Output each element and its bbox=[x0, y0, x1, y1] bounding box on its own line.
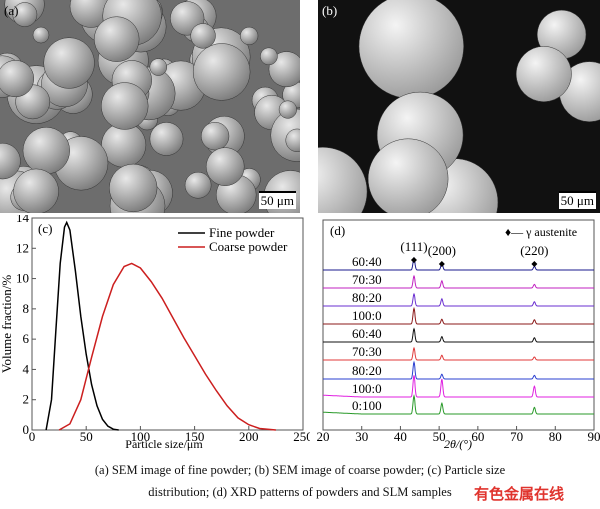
sem-image-fine-powder: (a) 50 μm bbox=[0, 0, 300, 213]
particle bbox=[109, 163, 158, 213]
scale-bar-b: 50 μm bbox=[558, 191, 596, 209]
particle bbox=[318, 147, 368, 213]
particle bbox=[93, 16, 140, 62]
particle bbox=[515, 46, 572, 102]
series-fine-powder bbox=[45, 220, 119, 431]
legend-austenite: ♦— γ austenite bbox=[505, 225, 577, 239]
xrd-chart: 20 30 40 50 60 70 80 90 60:40 70:30 80:20 100:0 60:… bbox=[317, 219, 600, 451]
series-label: 100:0 bbox=[352, 308, 382, 323]
y-tick-label: 6 bbox=[23, 331, 30, 346]
particle bbox=[205, 147, 245, 186]
x-axis-label: 2θ/(°) bbox=[444, 437, 472, 451]
x-tick-label: 0 bbox=[29, 429, 36, 444]
series-label: 70:30 bbox=[352, 272, 382, 287]
x-tick-label: 100 bbox=[131, 429, 151, 444]
particle bbox=[22, 127, 70, 175]
particle bbox=[13, 168, 59, 213]
xrd-series bbox=[323, 346, 594, 361]
xrd-series bbox=[323, 360, 594, 380]
watermark: 有色金属在线 bbox=[473, 485, 564, 503]
austenite-marker bbox=[410, 257, 417, 263]
peak-label: (220) bbox=[520, 243, 548, 258]
x-tick-label: 90 bbox=[588, 429, 600, 444]
legend-fine: Fine powder bbox=[209, 225, 275, 240]
xrd-series bbox=[323, 306, 594, 325]
x-tick-label: 30 bbox=[355, 429, 368, 444]
xrd-series bbox=[323, 394, 594, 415]
series-label: 100:0 bbox=[352, 381, 382, 396]
x-axis-label: Particle size/μm bbox=[125, 437, 203, 451]
y-tick-label: 14 bbox=[16, 215, 30, 225]
xrd-series bbox=[323, 375, 594, 398]
particle bbox=[149, 122, 184, 156]
x-tick-label: 50 bbox=[80, 429, 93, 444]
panel-label-c: (c) bbox=[38, 221, 52, 236]
x-tick-label: 70 bbox=[510, 429, 523, 444]
coarse-powder-particles bbox=[318, 0, 600, 213]
panel-label-a: (a) bbox=[4, 3, 19, 18]
particle bbox=[190, 23, 216, 49]
y-axis-label: Volume fraction/% bbox=[0, 275, 14, 373]
particle bbox=[278, 100, 297, 119]
scale-bar-a: 50 μm bbox=[258, 191, 296, 209]
particle bbox=[0, 60, 35, 98]
x-tick-label: 80 bbox=[549, 429, 562, 444]
x-tick-label: 250 bbox=[293, 429, 310, 444]
particle bbox=[12, 2, 38, 27]
particle bbox=[367, 138, 449, 213]
y-tick-label: 4 bbox=[23, 361, 30, 376]
particle bbox=[260, 47, 278, 66]
y-tick-label: 10 bbox=[16, 271, 29, 286]
austenite-marker bbox=[438, 261, 445, 267]
x-tick-label: 50 bbox=[433, 429, 446, 444]
x-tick-label: 40 bbox=[394, 429, 407, 444]
y-tick-label: 8 bbox=[23, 301, 30, 316]
series-label: 0:100 bbox=[352, 398, 382, 413]
fine-powder-particles bbox=[0, 0, 300, 213]
series-label: 70:30 bbox=[352, 344, 382, 359]
plot-frame bbox=[31, 217, 304, 431]
xrd-series bbox=[323, 256, 594, 271]
xrd-series bbox=[323, 274, 594, 289]
sem-image-coarse-powder: (b) 50 μm bbox=[318, 0, 600, 213]
panel-label-b: (b) bbox=[322, 3, 338, 18]
particle bbox=[184, 171, 212, 199]
plot-frame bbox=[322, 219, 595, 431]
series-label: 80:20 bbox=[352, 363, 382, 378]
series-label: 80:20 bbox=[352, 290, 382, 305]
caption-line-1: (a) SEM image of fine powder; (b) SEM im… bbox=[94, 463, 506, 477]
legend-coarse: Coarse powder bbox=[209, 239, 288, 254]
y-tick-label: 0 bbox=[23, 422, 30, 437]
xrd-series bbox=[323, 292, 594, 307]
particle bbox=[100, 82, 149, 130]
x-tick-label: 200 bbox=[239, 429, 259, 444]
peak-label: (200) bbox=[428, 243, 456, 258]
particle bbox=[32, 26, 50, 44]
particle-size-chart: 0 50 100 150 200 250 0 2 4 6 8 10 12 14 (c) Particle … bbox=[0, 215, 310, 451]
x-tick-label: 20 bbox=[317, 429, 330, 444]
y-tick-label: 12 bbox=[16, 240, 29, 255]
particle bbox=[358, 0, 464, 99]
panel-label-d: (d) bbox=[330, 223, 345, 238]
peak-label: (111) bbox=[400, 239, 427, 254]
series-label: 60:40 bbox=[352, 254, 382, 269]
particle bbox=[268, 51, 300, 88]
austenite-marker bbox=[531, 261, 538, 267]
series-label: 60:40 bbox=[352, 326, 382, 341]
particle bbox=[149, 58, 168, 76]
y-tick-label: 2 bbox=[23, 392, 30, 407]
x-tick-label: 150 bbox=[185, 429, 205, 444]
particle bbox=[285, 128, 300, 152]
caption-line-2: distribution; (d) XRD patterns of powder… bbox=[148, 485, 452, 499]
xrd-series bbox=[323, 327, 594, 343]
particle bbox=[200, 122, 230, 151]
particle bbox=[0, 142, 21, 180]
particle bbox=[192, 43, 251, 101]
particle bbox=[43, 37, 95, 89]
series-coarse-powder bbox=[58, 262, 276, 431]
particle bbox=[240, 26, 259, 46]
x-tick-label: 60 bbox=[471, 429, 484, 444]
